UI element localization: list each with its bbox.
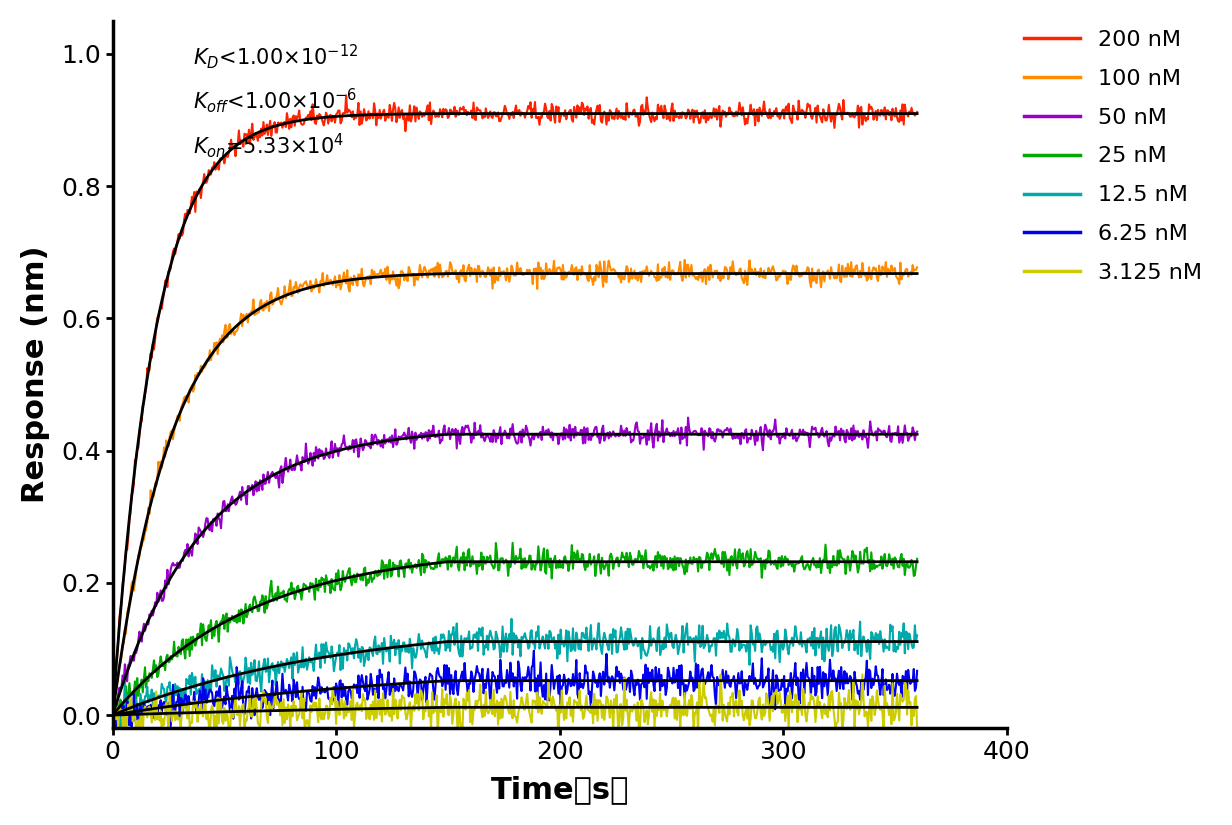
X-axis label: Time（s）: Time（s） [490, 776, 628, 804]
Legend: 200 nM, 100 nM, 50 nM, 25 nM, 12.5 nM, 6.25 nM, 3.125 nM: 200 nM, 100 nM, 50 nM, 25 nM, 12.5 nM, 6… [1015, 21, 1211, 292]
Text: $K_D$<1.00×10$^{-12}$
$K_{off}$<1.00×10$^{-6}$
$K_{on}$=5.33×10$^{4}$: $K_D$<1.00×10$^{-12}$ $K_{off}$<1.00×10$… [193, 42, 359, 160]
Y-axis label: Response (nm): Response (nm) [21, 246, 49, 503]
